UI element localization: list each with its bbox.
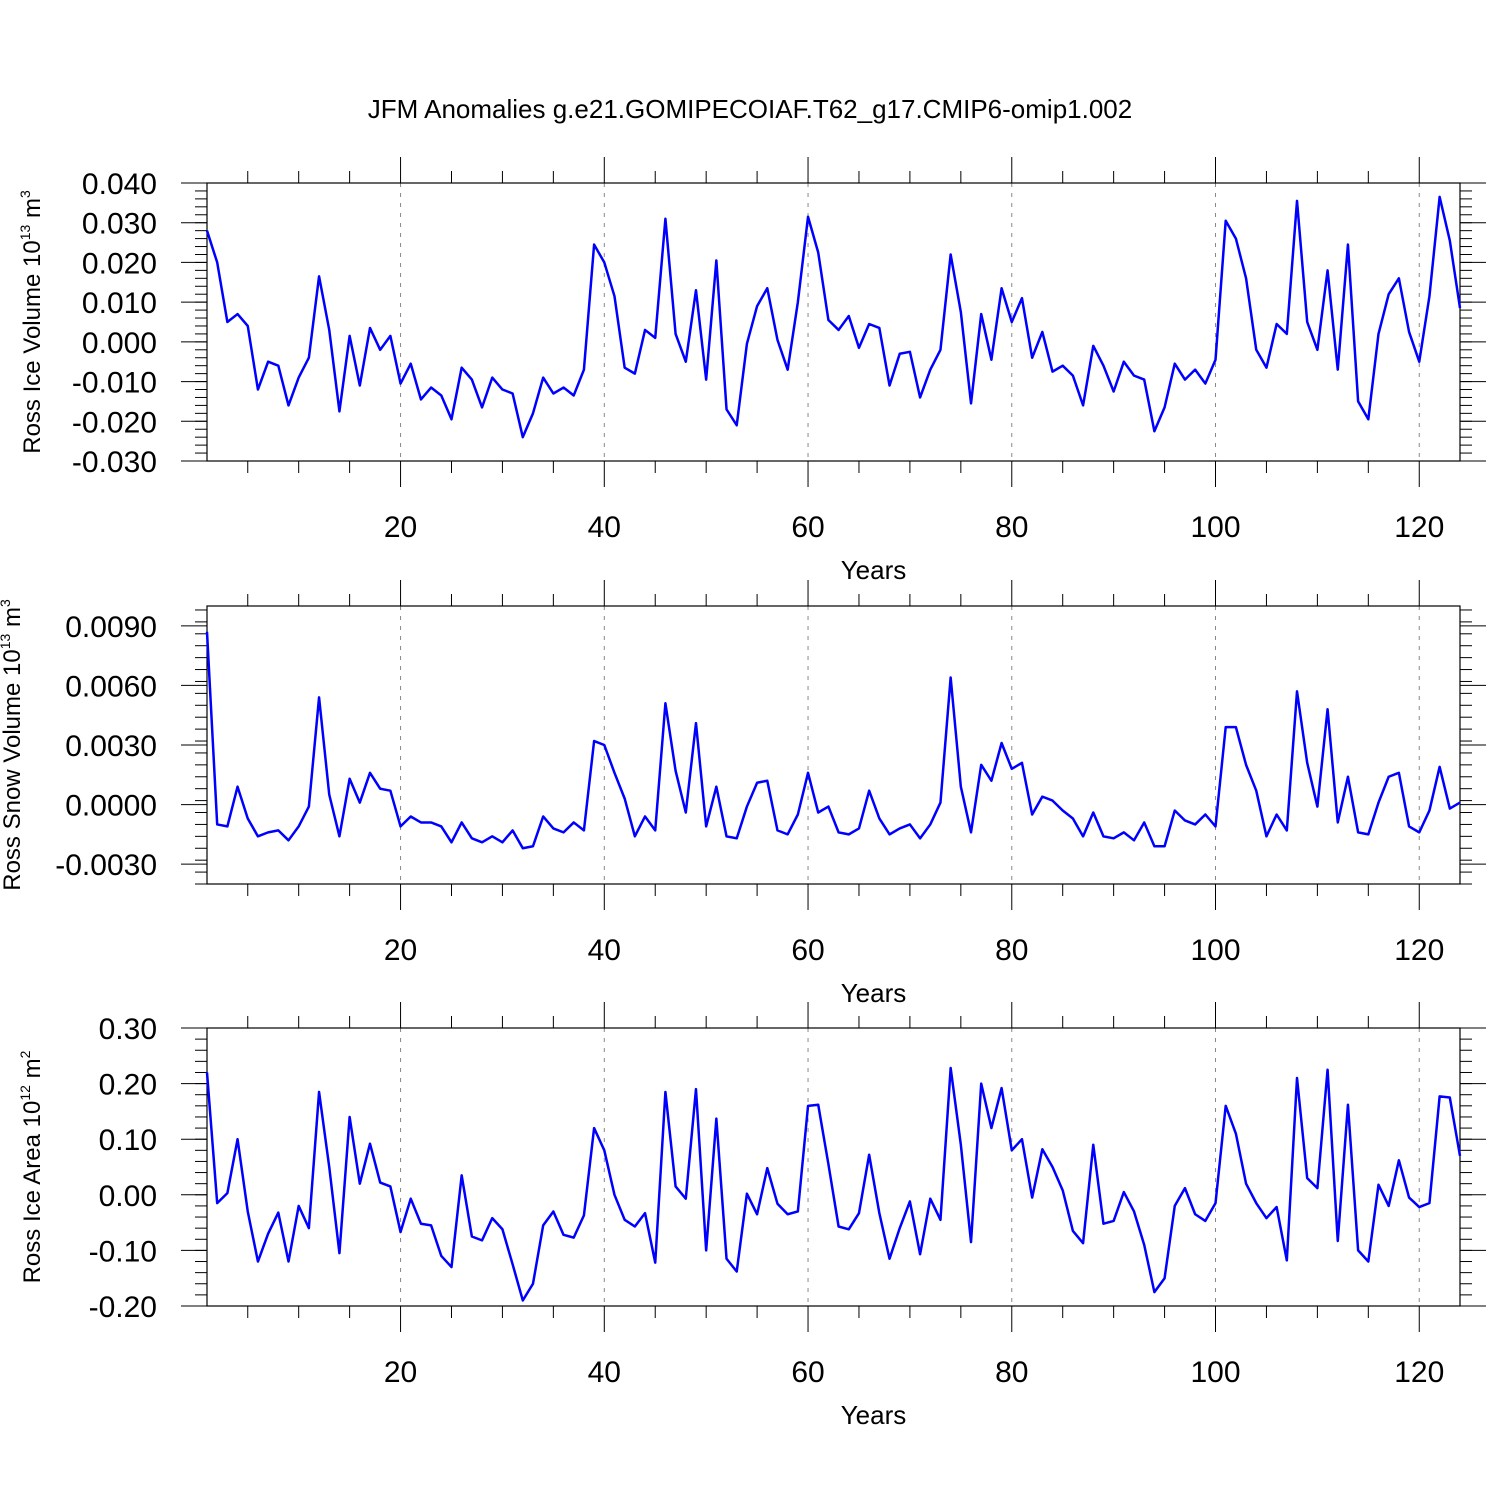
y-tick-label: -0.030: [72, 446, 157, 479]
x-axis-label: Years: [841, 555, 907, 585]
x-tick-label: 60: [791, 1356, 824, 1389]
y-axis-label: Ross Ice Area 1012 m2: [17, 1050, 46, 1283]
x-tick-label: 40: [588, 1356, 621, 1389]
y-tick-label: 0.000: [82, 327, 157, 360]
y-axis-label-exponent: 13: [0, 634, 13, 650]
x-tick-label: 40: [588, 511, 621, 544]
y-tick-label: -0.20: [89, 1291, 157, 1324]
y-axis-label-unit-exponent: 2: [17, 1050, 33, 1058]
y-axis-label-text: Ross Ice Volume 10: [19, 240, 46, 453]
panel-ice-volume: 20 40 60 80 100 120 0.040 0.030 0.020 0.010 0.000 -…: [17, 157, 1486, 585]
y-axis-label-text: Ross Ice Area 10: [19, 1101, 46, 1284]
x-tick-label: 100: [1190, 511, 1240, 544]
y-tick-label: 0.30: [99, 1013, 157, 1046]
x-tick-label: 80: [995, 511, 1028, 544]
y-tick-label: 0.0000: [65, 790, 157, 823]
y-axis-label-unit-exponent: 3: [17, 190, 33, 198]
y-tick-label: 0.030: [82, 208, 157, 241]
x-tick-label: 100: [1190, 934, 1240, 967]
x-axis-label: Years: [841, 1400, 907, 1430]
y-tick-label: 0.10: [99, 1124, 157, 1157]
x-tick-label: 40: [588, 934, 621, 967]
y-axis-label: Ross Ice Volume 1013 m3: [17, 190, 46, 454]
y-tick-label: 0.010: [82, 287, 157, 320]
series-line-ice-volume: [205, 195, 1462, 439]
x-tick-label: 120: [1394, 1356, 1444, 1389]
x-tick-label: 80: [995, 934, 1028, 967]
y-axis-label: Ross Snow Volume 1013 m3: [0, 599, 26, 891]
y-axis-label-unit: m: [19, 1058, 46, 1085]
y-axis-label-exponent: 13: [17, 225, 33, 241]
chart-title: JFM Anomalies g.e21.GOMIPECOIAF.T62_g17.…: [368, 94, 1132, 124]
y-axis-label-unit-exponent: 3: [0, 599, 13, 607]
y-tick-label: -0.10: [89, 1235, 157, 1268]
y-tick-label: 0.0060: [65, 670, 157, 703]
y-tick-label: 0.020: [82, 247, 157, 280]
y-tick-label: 0.20: [99, 1069, 157, 1102]
y-tick-label: -0.020: [72, 406, 157, 439]
y-tick-label: 0.040: [82, 168, 157, 201]
x-axis-label: Years: [841, 978, 907, 1008]
x-tick-label: 20: [384, 511, 417, 544]
panel-snow-volume: 20 40 60 80 100 120 0.0090 0.0060 0.0030 0.0000 -0…: [0, 580, 1486, 1008]
panels: 20 40 60 80 100 120 0.040 0.030 0.020 0.010 0.000 -…: [0, 157, 1486, 1430]
x-tick-label: 20: [384, 934, 417, 967]
series-line-snow-volume: [205, 631, 1461, 850]
plot-frame: [206, 1027, 1461, 1307]
x-tick-label: 20: [384, 1356, 417, 1389]
x-tick-label: 100: [1190, 1356, 1240, 1389]
y-tick-label: 0.00: [99, 1180, 157, 1213]
plot-frame: [206, 605, 1461, 885]
y-tick-label: -0.010: [72, 367, 157, 400]
plot-frame: [206, 182, 1461, 462]
y-axis-label-unit: m: [0, 607, 26, 634]
y-axis-label-exponent: 12: [17, 1085, 33, 1101]
y-tick-label: 0.0090: [65, 611, 157, 644]
panel-ice-area: 20 40 60 80 100 120 0.30 0.20 0.10 0.00 -0.10 -0.20…: [17, 1002, 1486, 1430]
y-axis-label-unit: m: [19, 198, 46, 225]
x-tick-label: 60: [791, 934, 824, 967]
x-tick-label: 80: [995, 1356, 1028, 1389]
y-tick-label: -0.0030: [55, 849, 157, 882]
series-line-ice-area: [205, 1066, 1462, 1302]
x-tick-label: 120: [1394, 934, 1444, 967]
x-tick-label: 60: [791, 511, 824, 544]
y-axis-label-text: Ross Snow Volume 10: [0, 649, 26, 890]
x-tick-label: 120: [1394, 511, 1444, 544]
y-tick-label: 0.0030: [65, 730, 157, 763]
